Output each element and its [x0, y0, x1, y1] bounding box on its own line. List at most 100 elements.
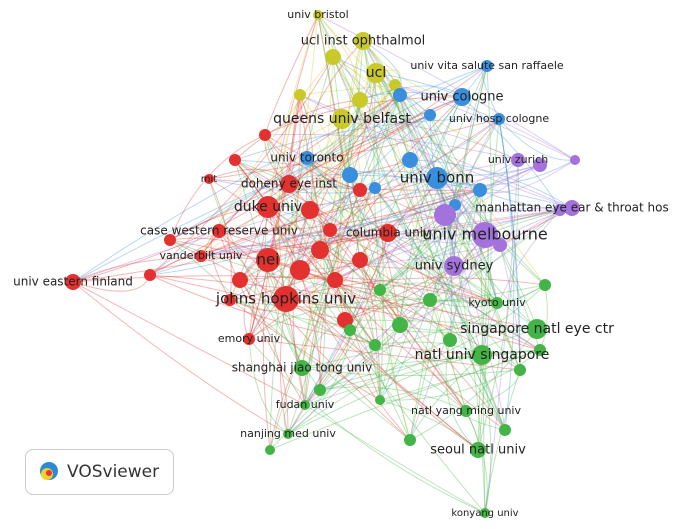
- node-label: nanjing med univ: [240, 427, 336, 440]
- edge: [234, 159, 541, 351]
- node-label: emory univ: [218, 332, 281, 345]
- edge: [344, 207, 573, 321]
- edge: [287, 177, 438, 435]
- edge: [379, 399, 479, 451]
- node: [402, 152, 418, 168]
- logo-blob: [46, 470, 52, 476]
- edge: [341, 118, 411, 441]
- node-label: columbia univ: [346, 226, 430, 240]
- edge: [539, 284, 548, 351]
- edge: [477, 65, 492, 451]
- node: [313, 10, 323, 20]
- edge: [72, 256, 269, 283]
- edge: [264, 134, 351, 331]
- node: [229, 154, 241, 166]
- edge: [234, 159, 481, 191]
- edge: [267, 14, 319, 208]
- edge: [347, 72, 377, 176]
- edge: [218, 189, 481, 232]
- edge: [341, 118, 519, 161]
- edge: [248, 114, 431, 340]
- node: [423, 293, 437, 307]
- edge: [248, 338, 486, 514]
- edge: [394, 84, 576, 161]
- node: [353, 183, 367, 197]
- edge: [72, 281, 306, 406]
- node-label: univ sydney: [415, 259, 494, 274]
- edge: [169, 239, 411, 441]
- edge: [332, 56, 411, 161]
- edge: [149, 56, 334, 276]
- node-label: univ zurich: [488, 153, 548, 166]
- edge: [319, 284, 546, 391]
- node: [392, 317, 408, 333]
- edge: [287, 339, 451, 435]
- node: [144, 269, 156, 281]
- edge: [394, 84, 576, 161]
- edge: [484, 369, 521, 514]
- node: [300, 400, 310, 410]
- edge: [481, 354, 492, 514]
- edge: [379, 65, 488, 401]
- node: [195, 250, 207, 262]
- edge: [200, 204, 456, 257]
- edge: [278, 94, 301, 300]
- edge: [498, 118, 521, 371]
- node-label: univ hosp cologne: [449, 112, 549, 125]
- edge: [269, 94, 401, 451]
- edge: [229, 84, 396, 301]
- edge: [317, 14, 481, 191]
- edge: [234, 159, 376, 346]
- edge: [218, 230, 411, 441]
- edge: [306, 157, 467, 412]
- edge: [248, 338, 289, 435]
- node: [570, 155, 580, 165]
- node: [342, 167, 358, 183]
- edge: [481, 209, 561, 356]
- edge: [409, 354, 483, 441]
- edge: [149, 245, 321, 276]
- edge: [332, 56, 486, 236]
- node: [290, 260, 310, 280]
- edge: [239, 279, 376, 346]
- node-label: univ eastern finland: [13, 275, 133, 289]
- edge: [285, 14, 319, 300]
- edge: [208, 178, 232, 301]
- edge: [149, 274, 538, 330]
- edge: [288, 96, 463, 185]
- edge: [267, 259, 401, 326]
- node-label: kyoto univ: [468, 296, 526, 309]
- node: [232, 272, 248, 288]
- node: [301, 201, 319, 219]
- node-label: nei: [257, 251, 280, 269]
- edge: [479, 189, 490, 356]
- node: [472, 222, 498, 248]
- node: [257, 196, 279, 218]
- edge: [332, 56, 455, 267]
- edge: [306, 157, 506, 431]
- edge: [229, 299, 538, 333]
- edge: [429, 189, 481, 301]
- node: [311, 241, 329, 259]
- node-label: ucl inst ophthalmol: [301, 34, 426, 49]
- edge: [248, 299, 431, 340]
- edge: [334, 164, 541, 281]
- edge: [429, 284, 546, 308]
- edge: [306, 84, 396, 159]
- node: [323, 223, 337, 237]
- node-label: konyang univ: [451, 508, 518, 519]
- edge: [304, 209, 561, 406]
- node: [511, 153, 525, 167]
- edge: [285, 298, 479, 451]
- edge: [218, 230, 455, 269]
- edge: [344, 234, 486, 321]
- edge: [498, 118, 521, 371]
- edge: [304, 319, 346, 406]
- edge: [267, 84, 396, 261]
- edge: [285, 298, 431, 310]
- edge: [319, 189, 361, 391]
- edge: [309, 72, 377, 211]
- edge: [359, 94, 401, 191]
- node: [404, 434, 416, 446]
- edge: [149, 274, 346, 321]
